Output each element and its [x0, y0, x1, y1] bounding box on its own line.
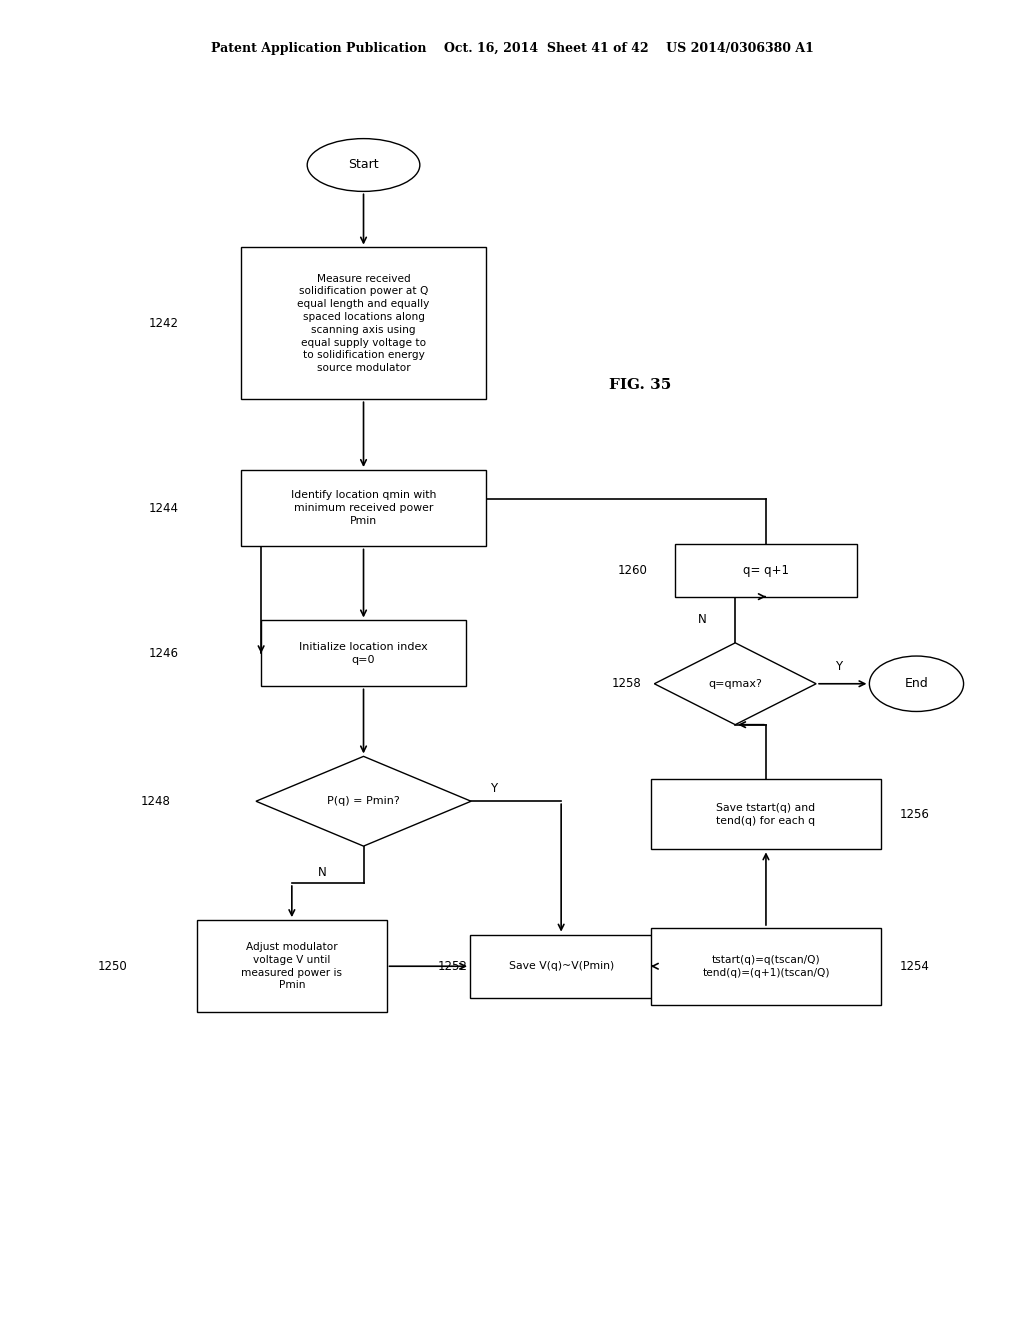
Bar — [675, 544, 857, 597]
Text: 1250: 1250 — [97, 960, 128, 973]
Ellipse shape — [307, 139, 420, 191]
Text: Save V(q)~V(Pmin): Save V(q)~V(Pmin) — [509, 961, 613, 972]
Text: N: N — [318, 866, 327, 879]
Text: Measure received
solidification power at Q
equal length and equally
spaced locat: Measure received solidification power at… — [297, 273, 430, 374]
Text: 1258: 1258 — [611, 677, 642, 690]
Bar — [470, 935, 652, 998]
Text: 1256: 1256 — [899, 808, 930, 821]
Text: tstart(q)=q(tscan/Q)
tend(q)=(q+1)(tscan/Q): tstart(q)=q(tscan/Q) tend(q)=(q+1)(tscan… — [702, 954, 829, 978]
Text: Identify location qmin with
minimum received power
Pmin: Identify location qmin with minimum rece… — [291, 491, 436, 525]
Bar — [241, 248, 486, 399]
Text: Y: Y — [836, 660, 842, 673]
Text: 1252: 1252 — [437, 960, 468, 973]
Text: Adjust modulator
voltage V until
measured power is
Pmin: Adjust modulator voltage V until measure… — [242, 942, 342, 990]
Text: 1260: 1260 — [617, 564, 648, 577]
Text: 1254: 1254 — [899, 960, 930, 973]
Polygon shape — [256, 756, 471, 846]
Text: q=qmax?: q=qmax? — [709, 678, 762, 689]
Text: FIG. 35: FIG. 35 — [609, 379, 671, 392]
Bar — [651, 928, 881, 1005]
Ellipse shape — [869, 656, 964, 711]
Bar — [241, 470, 486, 546]
Bar — [261, 620, 466, 686]
Text: q= q+1: q= q+1 — [743, 564, 788, 577]
Text: N: N — [698, 612, 707, 626]
Text: End: End — [904, 677, 929, 690]
Text: Patent Application Publication    Oct. 16, 2014  Sheet 41 of 42    US 2014/03063: Patent Application Publication Oct. 16, … — [211, 42, 813, 55]
Text: Initialize location index
q=0: Initialize location index q=0 — [299, 642, 428, 665]
Text: 1242: 1242 — [148, 317, 179, 330]
Text: 1244: 1244 — [148, 502, 179, 515]
Text: 1248: 1248 — [140, 795, 171, 808]
Bar — [651, 779, 881, 850]
Bar — [197, 920, 386, 1012]
Text: Save tstart(q) and
tend(q) for each q: Save tstart(q) and tend(q) for each q — [717, 803, 815, 826]
Text: Start: Start — [348, 158, 379, 172]
Text: Y: Y — [490, 781, 497, 795]
Text: 1246: 1246 — [148, 647, 179, 660]
Polygon shape — [654, 643, 816, 725]
Text: P(q) = Pmin?: P(q) = Pmin? — [327, 796, 400, 807]
